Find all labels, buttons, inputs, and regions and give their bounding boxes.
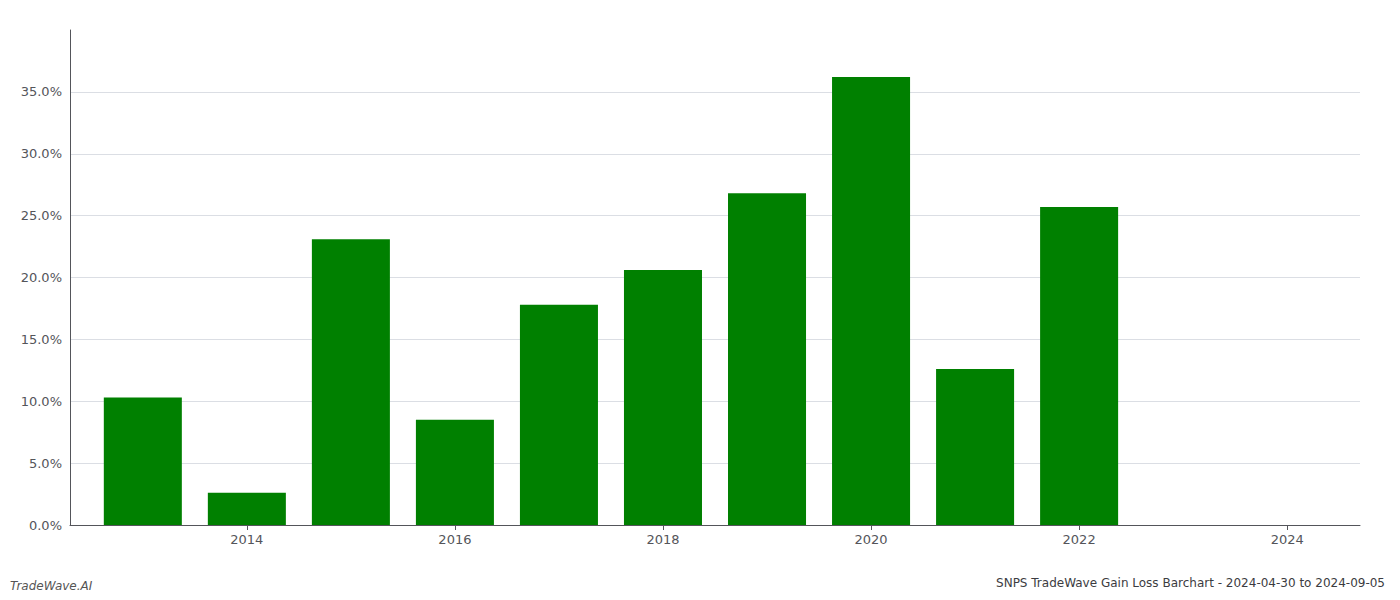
svg-text:TradeWave.AI: TradeWave.AI: [10, 579, 93, 593]
svg-text:35.0%: 35.0%: [21, 84, 62, 99]
svg-text:30.0%: 30.0%: [21, 146, 62, 161]
svg-text:5.0%: 5.0%: [29, 456, 62, 471]
svg-text:0.0%: 0.0%: [29, 518, 62, 533]
svg-text:25.0%: 25.0%: [21, 208, 62, 223]
svg-text:10.0%: 10.0%: [21, 394, 62, 409]
svg-text:2020: 2020: [855, 532, 888, 547]
svg-text:2016: 2016: [438, 532, 471, 547]
svg-text:15.0%: 15.0%: [21, 332, 62, 347]
svg-text:2022: 2022: [1063, 532, 1096, 547]
svg-text:SNPS TradeWave Gain Loss Barch: SNPS TradeWave Gain Loss Barchart - 2024…: [996, 576, 1385, 590]
svg-text:20.0%: 20.0%: [21, 270, 62, 285]
svg-text:2014: 2014: [230, 532, 263, 547]
svg-text:2024: 2024: [1271, 532, 1304, 547]
svg-text:2018: 2018: [646, 532, 679, 547]
